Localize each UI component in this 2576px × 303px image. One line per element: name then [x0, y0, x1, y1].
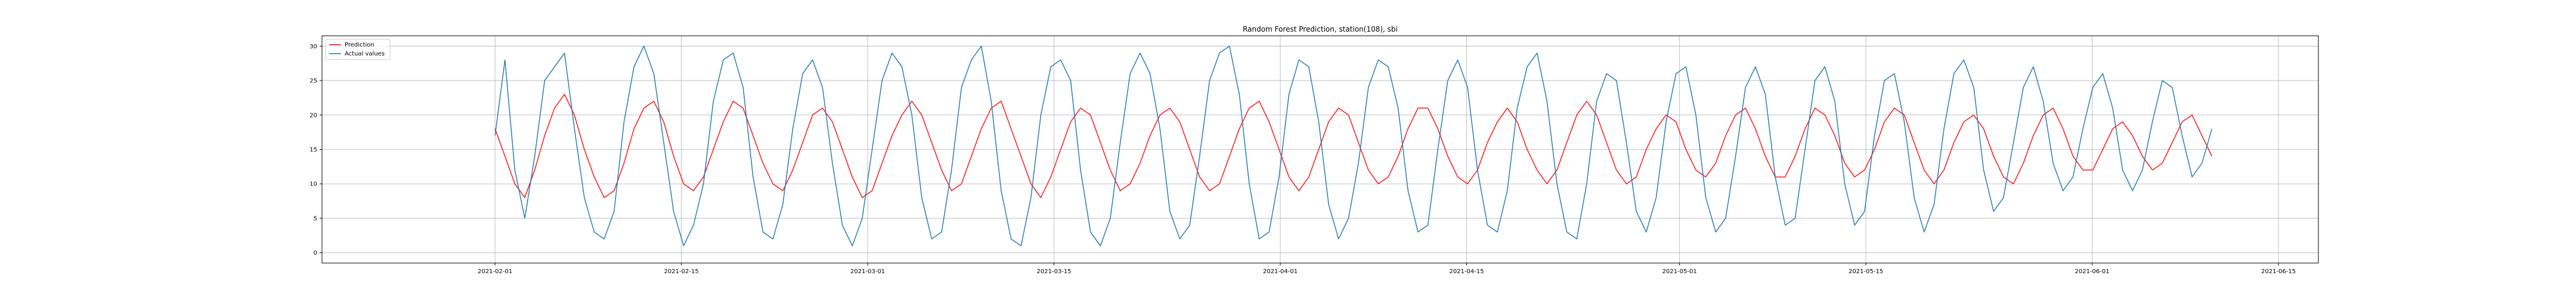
y-tick-label: 25 — [309, 78, 317, 85]
y-tick-label: 10 — [309, 181, 317, 188]
x-tick-label: 2021-05-01 — [1662, 268, 1697, 275]
y-tick-label: 30 — [309, 44, 317, 50]
legend-label-prediction: Prediction — [345, 42, 374, 48]
x-tick-label: 2021-04-01 — [1263, 268, 1298, 275]
tick-layer: 2021-02-01 2021-02-15 2021-03-01 2021-03-15… — [309, 44, 2296, 275]
x-tick-label: 2021-06-15 — [2261, 268, 2296, 275]
x-tick-label: 2021-02-15 — [664, 268, 699, 275]
y-tick-label: 0 — [314, 250, 317, 256]
x-tick-label: 2021-05-15 — [1849, 268, 1883, 275]
chart-title: Random Forest Prediction, station(108), … — [1243, 25, 1398, 33]
x-tick-label: 2021-04-15 — [1449, 268, 1484, 275]
x-tick-label: 2021-06-01 — [2075, 268, 2109, 275]
series-layer — [494, 45, 2213, 246]
y-tick-label: 20 — [309, 112, 317, 119]
legend-label-actual: Actual values — [345, 51, 385, 57]
legend-box — [325, 39, 391, 60]
legend: Prediction Actual values — [325, 39, 391, 60]
series-line-actual — [494, 45, 2213, 246]
x-tick-label: 2021-03-01 — [850, 268, 885, 275]
y-tick-label: 5 — [314, 215, 317, 222]
y-tick-label: 15 — [309, 147, 317, 153]
x-tick-label: 2021-03-15 — [1037, 268, 1072, 275]
series-line-prediction — [494, 94, 2213, 199]
x-tick-label: 2021-02-01 — [478, 268, 512, 275]
